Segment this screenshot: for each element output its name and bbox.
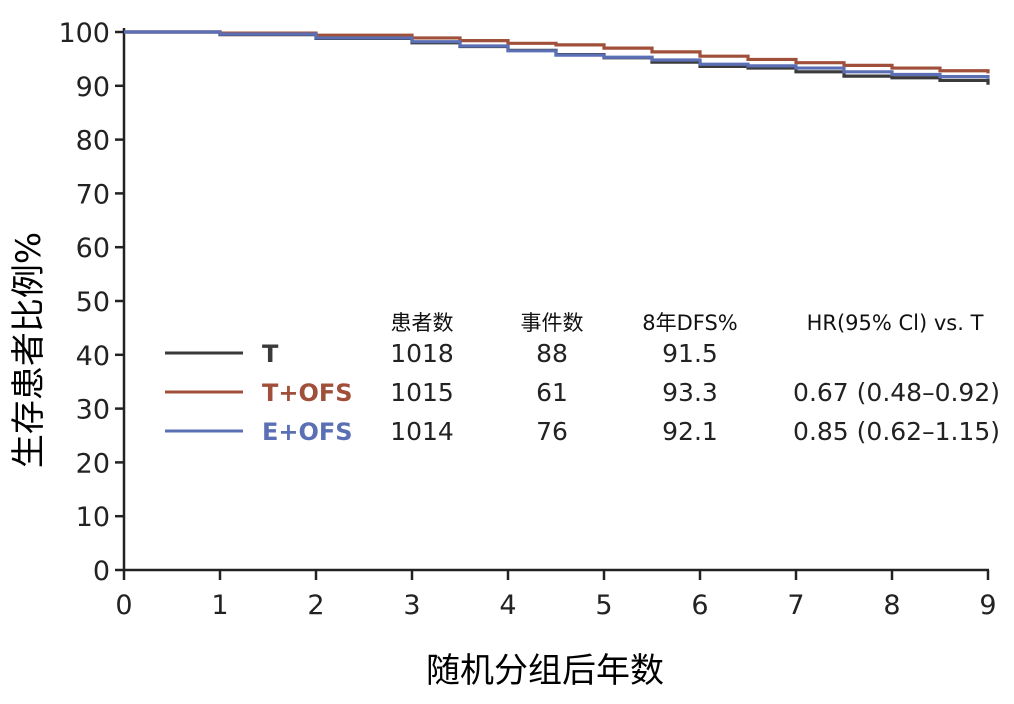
dfs-cell: 93.3 [662, 378, 718, 407]
y-tick-label: 30 [76, 395, 110, 426]
patients-cell: 1015 [390, 378, 454, 407]
events-cell: 61 [536, 378, 568, 407]
x-tick-label: 4 [499, 590, 516, 621]
y-tick-label: 70 [76, 179, 110, 210]
y-tick-label: 80 [76, 126, 110, 157]
dfs-cell: 91.5 [662, 339, 718, 368]
x-tick-label: 5 [595, 590, 612, 621]
events-cell: 76 [536, 417, 568, 446]
x-tick-label: 3 [403, 590, 420, 621]
summary-table: 患者数 事件数 8年DFS% HR(95% Cl) vs. T T 1018 88 91.5 T… [165, 311, 1000, 446]
legend-label: E+OFS [262, 418, 353, 446]
series-line-t [124, 30, 990, 85]
x-tick-label: 6 [691, 590, 708, 621]
y-tick-label: 100 [58, 18, 110, 49]
hr-cell: 0.85 (0.62–1.15) [793, 417, 1000, 446]
dfs-cell: 92.1 [662, 417, 718, 446]
legend-label: T [262, 340, 279, 368]
legend-label: T+OFS [262, 379, 353, 407]
y-tick-label: 10 [76, 502, 110, 533]
x-tick-label: 7 [787, 590, 804, 621]
table-header: 8年DFS% [642, 311, 738, 335]
events-cell: 88 [536, 339, 568, 368]
y-tick-label: 40 [76, 341, 110, 372]
patients-cell: 1014 [390, 417, 454, 446]
y-tick-label: 20 [76, 448, 110, 479]
series-line-e-ofs [124, 30, 990, 79]
axes: 0 10 20 30 40 50 60 70 80 90 100 0 1 2 3 4 5 6 7 8 9 [58, 18, 996, 621]
survival-curves [124, 30, 990, 85]
x-tick-label: 8 [883, 590, 900, 621]
table-header: 患者数 [391, 311, 454, 335]
x-tick-label: 9 [979, 590, 996, 621]
y-axis-title: 生存患者比例% [9, 232, 49, 468]
x-tick-label: 1 [211, 590, 228, 621]
hr-cell: 0.67 (0.48–0.92) [793, 378, 1000, 407]
x-axis-title: 随机分组后年数 [426, 651, 664, 691]
y-tick-label: 50 [76, 287, 110, 318]
x-tick-label: 0 [115, 590, 132, 621]
y-tick-label: 90 [76, 72, 110, 103]
series-line-t-ofs [124, 30, 990, 74]
table-header: 事件数 [521, 311, 584, 335]
x-tick-label: 2 [307, 590, 324, 621]
y-tick-label: 0 [93, 556, 110, 587]
table-header: HR(95% Cl) vs. T [807, 311, 984, 335]
y-tick-label: 60 [76, 233, 110, 264]
patients-cell: 1018 [390, 339, 454, 368]
